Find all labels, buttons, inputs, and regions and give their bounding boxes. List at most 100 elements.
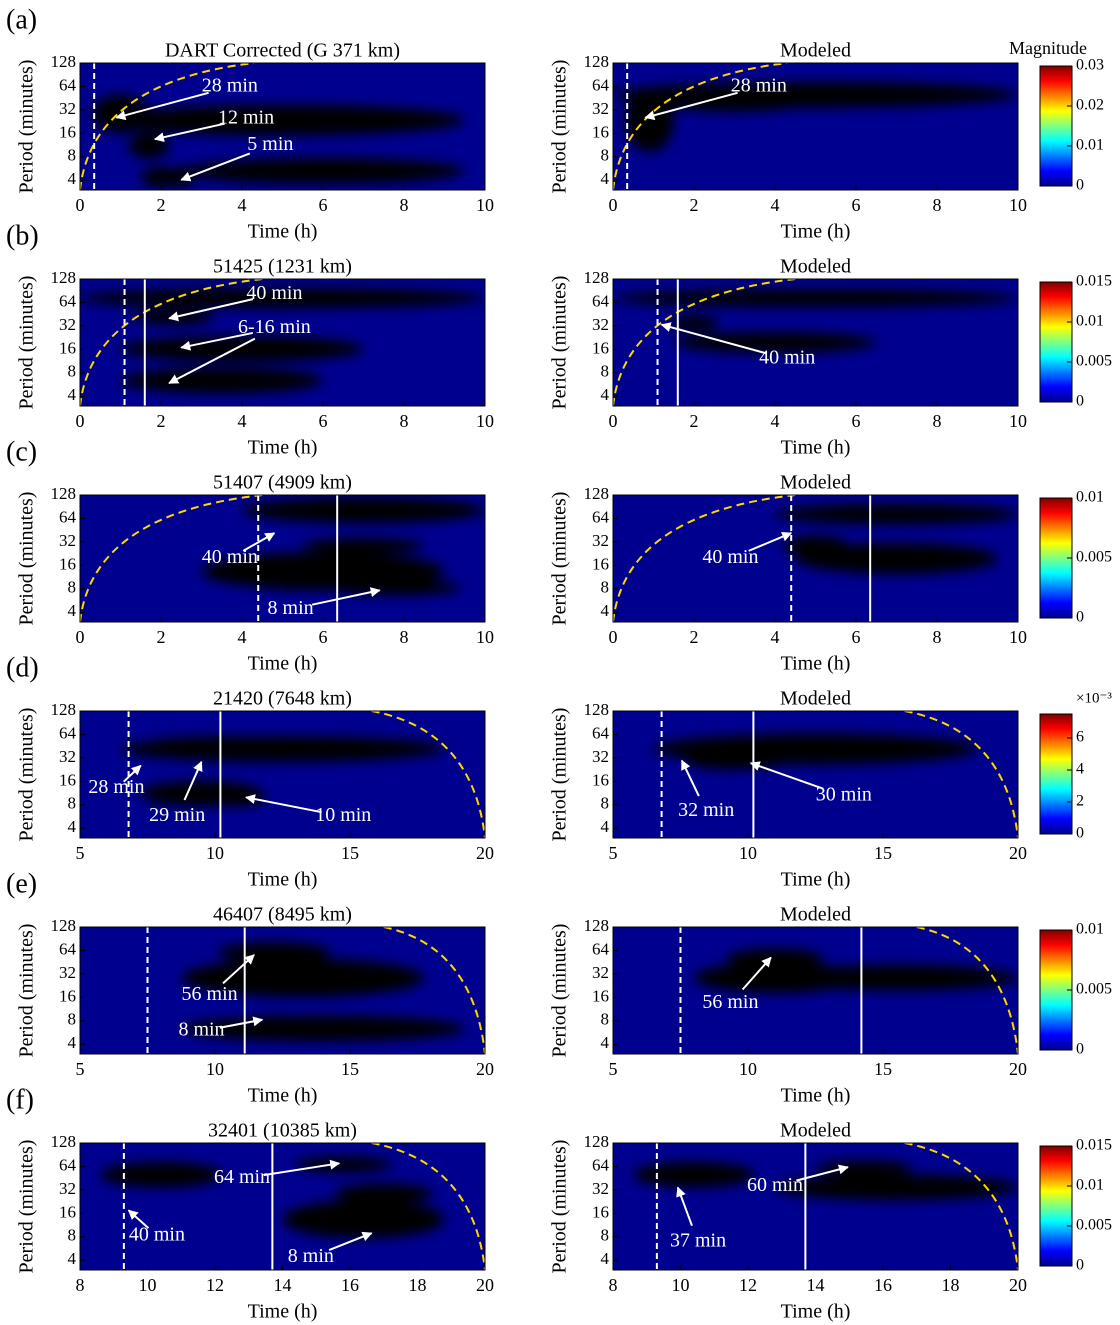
x-tick-label: 14 (274, 1275, 292, 1295)
y-tick-label: 32 (592, 99, 609, 118)
annotation: 56 min (182, 983, 238, 1005)
y-tick-label: 4 (601, 385, 610, 404)
arrival-curve (371, 711, 485, 838)
x-tick-label: 6 (852, 411, 861, 431)
plot-frame (79, 278, 486, 407)
y-tick-label: 64 (59, 507, 77, 526)
y-tick-label: 4 (68, 385, 77, 404)
x-axis-label: Time (h) (781, 653, 851, 675)
y-axis-label: Period (minutes) (549, 60, 571, 194)
y-tick-label: 128 (51, 916, 77, 935)
x-tick-label: 4 (238, 195, 247, 215)
x-tick-label: 10 (476, 411, 494, 431)
annotation-arrow (219, 1016, 264, 1029)
x-tick-label: 10 (476, 195, 494, 215)
y-tick-label: 64 (592, 507, 610, 526)
y-tick-label: 64 (592, 1155, 610, 1174)
annotation-arrow (242, 532, 276, 552)
annotation: 5 min (247, 133, 293, 155)
heatmap-area (80, 711, 485, 838)
panel-label: (a) (6, 4, 37, 35)
y-tick-label: 128 (51, 52, 77, 71)
x-axis-label: Time (h) (781, 869, 851, 891)
y-axis-label: Period (minutes) (549, 1140, 571, 1274)
heatmap-area (613, 63, 1018, 190)
y-tick-label: 16 (592, 338, 609, 357)
x-tick-label: 4 (238, 411, 247, 431)
colorbar-tick-label: 0.01 (1076, 313, 1104, 330)
heatmap-blob (255, 948, 294, 956)
x-axis-label: Time (h) (781, 1301, 851, 1323)
annotation: 28 min (202, 75, 258, 97)
x-tick-label: 12 (206, 1275, 224, 1295)
arrival-curve (613, 279, 796, 406)
heatmap-blob (281, 564, 365, 578)
x-tick-label: 10 (1009, 411, 1027, 431)
colorbar-tick-label: 4 (1076, 761, 1084, 778)
heatmap-blob (154, 173, 168, 181)
plot: 8 10 12 14 16 18 20 4 8 16 32 64 128 Modeled Time (h) P… (549, 1120, 1112, 1323)
colorbar (1039, 929, 1073, 1051)
heatmap-area (80, 927, 485, 1054)
heatmap-blob (196, 741, 247, 747)
heatmap-area (80, 1143, 485, 1270)
x-tick-label: 8 (609, 1275, 618, 1295)
plot-frame (612, 494, 1019, 623)
y-tick-label: 8 (601, 146, 610, 165)
colorbar-tick-label: 0 (1076, 393, 1084, 410)
y-tick-label: 32 (592, 531, 609, 550)
y-tick-label: 64 (59, 291, 77, 310)
arrival-curve (904, 1143, 1018, 1270)
annotation: 32 min (678, 799, 734, 821)
y-tick-label: 64 (592, 723, 610, 742)
plot: 0 2 4 6 8 10 4 8 16 32 64 128 51425 (1231 km) Time (h… (16, 256, 494, 459)
x-tick-label: 4 (771, 411, 780, 431)
y-tick-label: 16 (59, 1202, 76, 1221)
y-tick-label: 128 (584, 700, 610, 719)
annotation: 8 min (268, 597, 314, 619)
x-tick-label: 10 (206, 843, 224, 863)
annotation-arrow (263, 1159, 341, 1177)
annotation-arrow (180, 152, 251, 182)
x-tick-label: 5 (609, 843, 618, 863)
plot-frame (79, 62, 486, 191)
annotation-arrow (245, 794, 322, 814)
chart-title: 46407 (8495 km) (213, 904, 352, 926)
x-axis-label: Time (h) (781, 221, 851, 243)
y-tick-label: 8 (601, 1010, 610, 1029)
annotation: 6-16 min (238, 316, 311, 338)
plot: 0 2 4 6 8 10 4 8 16 32 64 128 DART Corrected (G 371 … (16, 40, 494, 243)
heatmap-blob (222, 797, 245, 803)
annotation-arrow (168, 298, 254, 322)
y-tick-label: 32 (592, 963, 609, 982)
y-axis-label: Period (minutes) (16, 1140, 38, 1274)
y-tick-label: 4 (601, 1249, 610, 1268)
heatmap-blob (673, 1170, 715, 1180)
y-tick-label: 4 (601, 817, 610, 836)
annotation: 12 min (218, 106, 274, 128)
x-tick-label: 10 (1009, 627, 1027, 647)
heatmap-blobs (694, 948, 1018, 994)
annotation-arrow (644, 91, 738, 121)
heatmap-blobs (653, 733, 978, 770)
arrival-curve (904, 711, 1018, 838)
colorbar-tick-label: 0 (1076, 609, 1084, 626)
y-tick-label: 128 (584, 484, 610, 503)
annotation: 28 min (88, 776, 144, 798)
annotation-arrow (180, 331, 254, 351)
y-tick-label: 16 (592, 770, 609, 789)
heatmap-blob (274, 1024, 372, 1033)
plot-frame (612, 926, 1019, 1055)
annotation: 37 min (670, 1230, 726, 1252)
annotation-arrow (796, 1164, 849, 1182)
x-tick-label: 10 (739, 1059, 757, 1079)
heatmap-blob (335, 1212, 392, 1226)
plot: 0 2 4 6 8 10 4 8 16 32 64 128 Modeled Time (h) Period … (549, 472, 1112, 675)
colorbar-tick-label: 0 (1076, 825, 1084, 842)
annotation: 40 min (129, 1223, 185, 1245)
heatmap-area (613, 495, 1018, 622)
plot-frame (612, 278, 1019, 407)
plot-frame (79, 710, 486, 839)
heatmap-blob (641, 109, 658, 131)
